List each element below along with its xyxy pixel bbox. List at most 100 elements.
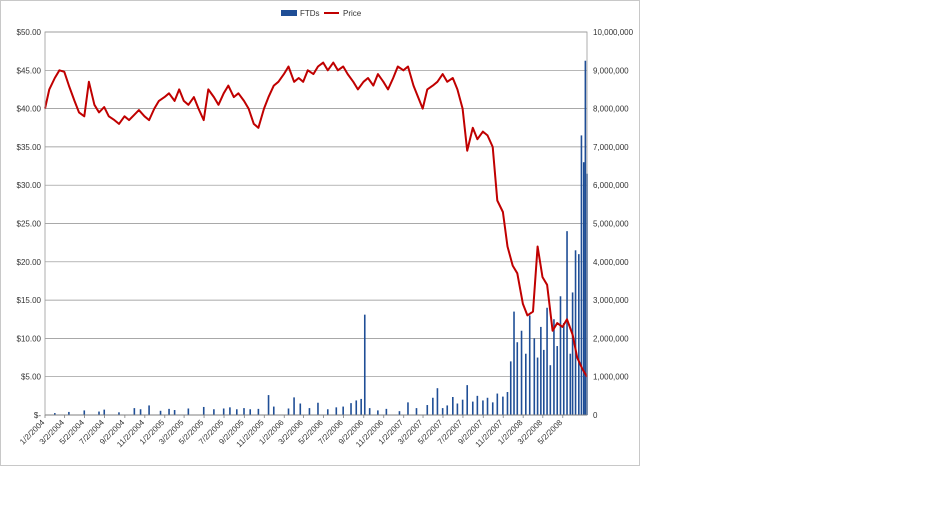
ftd-bar	[524, 353, 527, 415]
ftd-bar	[187, 408, 190, 415]
ftd-bar	[549, 365, 552, 415]
ftd-bar	[308, 408, 311, 415]
ftd-bar	[350, 403, 352, 415]
ftd-bar	[580, 135, 583, 415]
ftd-bar	[546, 307, 548, 415]
y-right-tick-label: 5,000,000	[593, 220, 629, 229]
ftd-bar	[491, 402, 494, 415]
ftd-bar	[293, 397, 295, 415]
ftd-bar	[476, 395, 479, 415]
ftd-bar	[461, 399, 464, 415]
y-right-tick-label: 0	[593, 411, 598, 420]
y-left-tick-label: $45.00	[17, 66, 42, 75]
ftd-bar	[317, 402, 319, 415]
ftd-bar	[432, 397, 434, 415]
ftd-bar	[542, 349, 545, 415]
price-line-layer	[44, 61, 588, 378]
ftd-bar	[582, 162, 585, 415]
y-left-tick-label: $30.00	[17, 181, 42, 190]
ftd-bar	[133, 408, 136, 415]
chart-frame: $- $5.00 $10.00 $15.00 $20.00 $25.00 $30.00 $35…	[0, 0, 640, 466]
ftd-bar	[83, 410, 86, 415]
ftd-bars	[54, 60, 588, 415]
y-right-tick-label: 8,000,000	[593, 105, 629, 114]
y-right-tick-label: 3,000,000	[593, 296, 629, 305]
ftd-bar	[213, 409, 215, 415]
y-left-tick-label: $-	[34, 411, 41, 420]
y-right-tick-label: 6,000,000	[593, 181, 629, 190]
ftd-bar	[355, 400, 358, 415]
y-right-tick-label: 2,000,000	[593, 334, 629, 343]
legend: FTDs Price	[281, 9, 362, 18]
ftd-bar	[553, 319, 555, 415]
ftd-bar	[556, 346, 559, 415]
ftd-bar	[54, 413, 56, 415]
ftd-bar	[540, 326, 542, 415]
ftd-bar	[168, 408, 170, 415]
ftd-bar	[452, 396, 454, 415]
ftd-bar	[368, 408, 371, 415]
ftd-bar	[482, 400, 484, 415]
ftd-bar	[566, 231, 568, 415]
ftd-bar	[584, 60, 587, 415]
ftd-bar	[533, 338, 536, 415]
ftd-bar	[509, 361, 512, 415]
y-right-tick-label: 1,000,000	[593, 373, 629, 382]
ftd-bar	[326, 409, 329, 415]
ftd-bar	[496, 393, 499, 415]
ftd-bar	[159, 410, 162, 415]
ftd-bar	[287, 408, 290, 415]
ftd-bar	[243, 408, 245, 415]
ftd-bar	[139, 409, 142, 415]
y-left-tick-label: $35.00	[17, 143, 42, 152]
y-left-tick-label: $20.00	[17, 258, 42, 267]
ftd-bar	[536, 357, 539, 415]
ftd-bar	[471, 401, 474, 415]
ftd-bar	[68, 411, 70, 415]
ftd-bar	[377, 410, 379, 415]
ftd-bar	[385, 408, 388, 415]
ftd-bar	[502, 396, 504, 415]
ftd-bar	[407, 402, 409, 415]
ftd-bar	[436, 388, 439, 415]
ftd-bar	[528, 315, 531, 415]
ftd-bar	[98, 411, 100, 415]
ftd-bar	[335, 407, 338, 415]
y-left-tick-label: $15.00	[17, 296, 42, 305]
ftd-bar	[569, 353, 572, 415]
ftd-bar	[222, 408, 225, 415]
ftd-bar	[486, 397, 489, 415]
ftd-bar	[574, 250, 577, 415]
ftd-bar	[148, 405, 150, 415]
y-left-tick-label: $25.00	[17, 220, 42, 229]
ftd-bar	[562, 323, 565, 415]
ftd-bar	[520, 330, 523, 415]
ftd-bar	[272, 406, 275, 415]
ftd-bar	[571, 292, 574, 415]
ftd-bar	[559, 296, 562, 415]
ftd-bar	[441, 408, 444, 415]
y-right-tick-label: 4,000,000	[593, 258, 629, 267]
ftd-bar	[513, 311, 515, 415]
y-right-tick-label: 10,000,000	[593, 28, 634, 37]
legend-label-ftds: FTDs	[300, 9, 320, 18]
y-left-tick-label: $10.00	[17, 334, 42, 343]
ftd-bar	[456, 403, 459, 415]
ftd-bar	[360, 398, 362, 415]
price-line	[44, 61, 588, 378]
y-left-tick-label: $50.00	[17, 28, 42, 37]
ftd-bar	[342, 406, 344, 415]
ftd-bar	[267, 395, 270, 415]
ftd-bar	[257, 408, 260, 415]
ftd-bar	[118, 412, 120, 415]
ftd-bar	[516, 342, 519, 415]
legend-label-price: Price	[343, 9, 362, 18]
y-right-tick-label: 9,000,000	[593, 66, 629, 75]
ftd-bar	[446, 405, 449, 415]
ftd-bar	[578, 254, 580, 415]
ftd-bar	[363, 314, 366, 415]
ftd-bar	[103, 409, 106, 415]
y-left-tick-label: $5.00	[21, 373, 42, 382]
ftd-bar	[299, 403, 302, 415]
ftd-bar	[415, 408, 418, 415]
